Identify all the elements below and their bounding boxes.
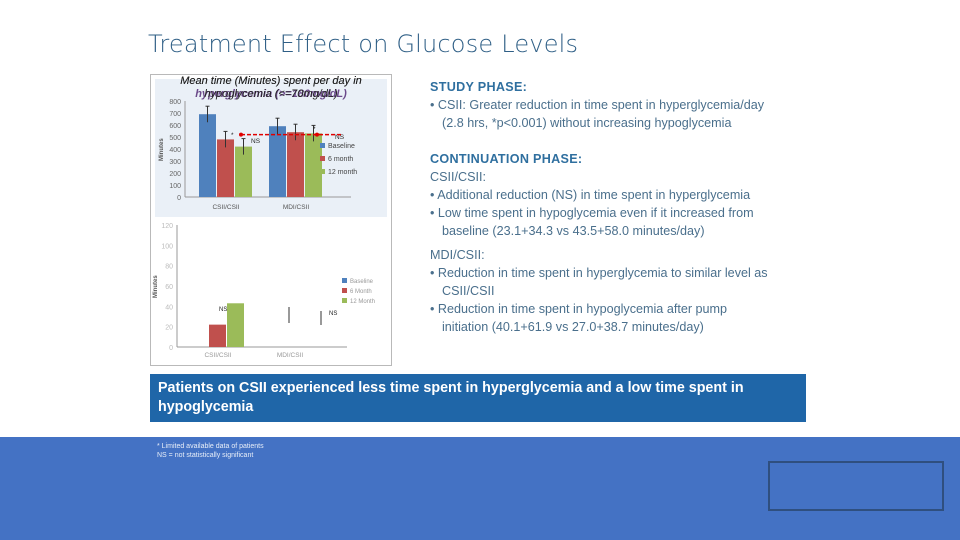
chart2-category-label: MDI/CSII xyxy=(277,352,304,359)
chart2-legend-swatch xyxy=(342,298,347,303)
chart2-title: Mean time (Minutes) spent per day in hyp… xyxy=(151,75,391,101)
chart1-y-tick: 500 xyxy=(169,135,181,142)
chart1-legend-swatch xyxy=(320,156,325,161)
chart2-y-tick: 60 xyxy=(165,284,173,291)
chart1-legend-swatch xyxy=(320,169,325,174)
chart1-y-tick: 600 xyxy=(169,123,181,130)
chart2-y-tick: 80 xyxy=(165,264,173,271)
continuation-bullet-4-line2: initiation (40.1+61.9 vs 27.0+38.7 minut… xyxy=(442,320,704,334)
chart1-reference-marker xyxy=(315,132,319,137)
chart1-legend-label: 12 month xyxy=(328,169,357,176)
chart1-title-line2: hyperglycemia (>=180mg/dL) xyxy=(195,88,347,100)
charts-svg: 8007006005004003002001000MinutesCSII/CSI… xyxy=(153,79,387,359)
continuation-bullet-4-line1: • Reduction in time spent in hypoglycemi… xyxy=(430,302,728,316)
chart1-legend-swatch xyxy=(320,143,325,148)
chart1-y-tick: 300 xyxy=(169,159,181,166)
mdi-csii-subheading: MDI/CSII: xyxy=(430,248,485,262)
study-phase-bullet: • CSII: Greater reduction in time spent … xyxy=(430,96,802,132)
chart2-category-label: CSII/CSII xyxy=(204,352,231,359)
chart1-annotation: * xyxy=(231,132,234,139)
chart2-y-tick: 40 xyxy=(165,304,173,311)
chart2-legend-swatch xyxy=(342,288,347,293)
chart2-y-tick: 100 xyxy=(161,243,173,250)
continuation-bullet-2-line2: baseline (23.1+34.3 vs 43.5+58.0 minutes… xyxy=(442,224,705,238)
chart1-legend-label: 6 month xyxy=(328,156,353,163)
chart2-y-label: Minutes xyxy=(153,275,159,298)
continuation-bullet-2-line1: • Low time spent in hypoglycemia even if… xyxy=(430,206,754,220)
footer-band xyxy=(0,437,960,540)
chart1-legend-label: Baseline xyxy=(328,143,355,150)
continuation-bullet-3-line1: • Reduction in time spent in hyperglycem… xyxy=(430,266,768,280)
chart1-annotation: * xyxy=(313,126,316,133)
chart1-y-tick: 800 xyxy=(169,99,181,106)
chart2-y-tick: 20 xyxy=(165,325,173,332)
chart1-reference-marker xyxy=(239,132,243,137)
bar-2-1-2 xyxy=(209,324,226,347)
chart2-title-line1: Mean time (Minutes) spent per day in xyxy=(180,75,362,87)
chart2-annotation: NS xyxy=(329,311,337,317)
bar-1-1-2 xyxy=(217,139,234,197)
chart2-annotation: NS xyxy=(219,307,227,313)
bar-1-1-3 xyxy=(235,146,252,197)
chart1-annotation: NS xyxy=(251,138,261,145)
bar-1-1-1 xyxy=(199,114,216,197)
chart1-y-tick: 100 xyxy=(169,183,181,190)
continuation-bullet-3-line2: CSII/CSII xyxy=(442,284,495,298)
chart1-y-tick: 700 xyxy=(169,111,181,118)
chart1-title: Mean time (Minutes) spent per day in hyp… xyxy=(151,75,391,101)
slide-title: Treatment Effect on Glucose Levels xyxy=(148,30,579,58)
findings-text: STUDY PHASE: • CSII: Greater reduction i… xyxy=(430,78,802,336)
footer-box xyxy=(768,461,944,511)
csii-csii-subheading: CSII/CSII: xyxy=(430,170,486,184)
chart2-legend-label: 12 Month xyxy=(350,299,375,305)
chart2-legend-label: Baseline xyxy=(350,279,374,285)
footnote-2: NS = not statistically significant xyxy=(157,452,254,459)
conclusion-banner: Patients on CSII experienced less time s… xyxy=(150,374,806,422)
footnotes: * Limited available data of patients NS … xyxy=(157,442,264,460)
continuation-phase-heading: CONTINUATION PHASE: xyxy=(430,152,583,166)
chart-panel: 800 700 600 500 400 300 200 100 0 Minutes CSII/CSI… xyxy=(150,74,392,366)
chart1-y-tick: 0 xyxy=(177,195,181,202)
chart1-y-tick: 200 xyxy=(169,171,181,178)
study-phase-bullet-line2: (2.8 hrs, *p<0.001) without increasing h… xyxy=(442,116,732,130)
bar-1-2-1 xyxy=(269,126,286,197)
chart2-y-tick: 120 xyxy=(161,223,173,230)
continuation-bullet-1: • Additional reduction (NS) in time spen… xyxy=(430,188,751,202)
chart2-legend-label: 6 Month xyxy=(350,289,372,295)
chart1-category-label: MDI/CSII xyxy=(283,204,310,211)
chart2-title-line2: hypoglycemia (<=70mg/dL) xyxy=(204,88,338,100)
bar-1-2-3 xyxy=(305,133,322,197)
study-phase-bullet-line1: • CSII: Greater reduction in time spent … xyxy=(430,98,765,112)
study-phase-heading: STUDY PHASE: xyxy=(430,80,528,94)
chart1-title-line1: Mean time (Minutes) spent per day in xyxy=(180,75,362,87)
bar-1-2-2 xyxy=(287,132,304,197)
chart2-y-tick: 0 xyxy=(169,345,173,352)
chart2-legend-swatch xyxy=(342,278,347,283)
chart1-y-tick: 400 xyxy=(169,147,181,154)
bar-2-1-3 xyxy=(227,303,244,347)
footnote-1: * Limited available data of patients xyxy=(157,443,264,450)
chart1-category-label: CSII/CSII xyxy=(212,204,239,211)
chart1-annotation: NS xyxy=(335,134,345,141)
chart1-y-label: Minutes xyxy=(159,138,165,161)
